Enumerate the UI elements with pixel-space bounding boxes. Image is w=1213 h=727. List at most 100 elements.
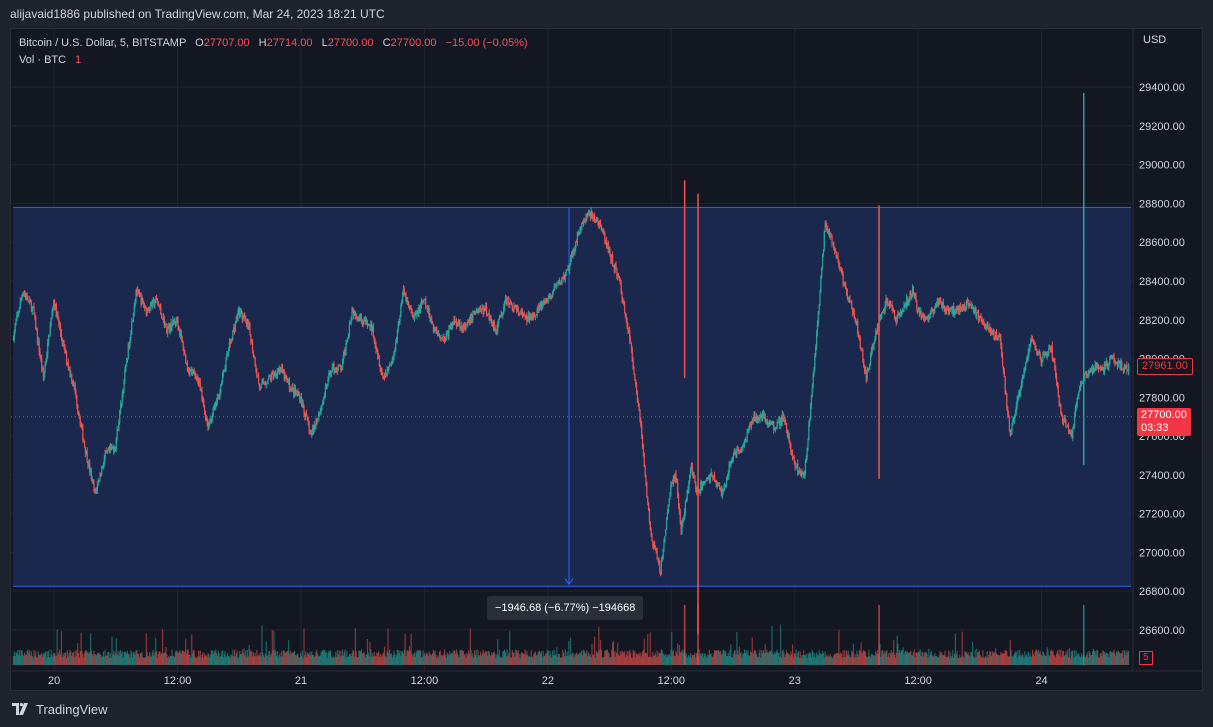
volume-bar	[1094, 650, 1096, 665]
candle-body	[584, 220, 586, 222]
volume-bar	[551, 657, 553, 665]
volume-bar	[545, 653, 548, 665]
volume-bar	[989, 651, 992, 665]
volume-bar	[979, 654, 981, 665]
candle-body	[295, 392, 297, 394]
candle-body	[207, 423, 209, 430]
volume-bar	[1010, 649, 1012, 665]
volume-bar	[49, 656, 51, 665]
volume-bar	[554, 655, 556, 665]
candle-body	[342, 354, 345, 361]
volume-bar	[1087, 657, 1089, 665]
candle-body	[110, 446, 112, 449]
volume-bar	[409, 650, 411, 665]
candle-body	[201, 389, 203, 399]
candle-body	[36, 330, 39, 342]
volume-bar	[16, 653, 18, 665]
candle-body	[303, 406, 305, 414]
candle-body	[1077, 395, 1079, 399]
candle-body	[875, 331, 878, 334]
candle-body	[179, 327, 181, 336]
volume-bar	[729, 650, 731, 665]
candle-body	[186, 363, 189, 371]
volume-bar	[1086, 652, 1089, 665]
volume-bar	[538, 650, 540, 665]
tradingview-logo[interactable]: TradingView	[12, 702, 108, 717]
volume-bar	[925, 651, 927, 665]
candle-body	[829, 235, 831, 237]
volume-bar	[415, 652, 417, 665]
volume-bar	[824, 651, 826, 665]
candle-body	[935, 303, 938, 305]
candle-body	[725, 480, 728, 485]
candle-body	[22, 293, 24, 296]
candle-body	[187, 370, 189, 372]
volume-bar	[586, 650, 588, 665]
volume-bar	[237, 658, 239, 665]
volume-bar	[923, 652, 926, 665]
candle-body	[265, 383, 267, 385]
volume-bar	[234, 656, 237, 665]
volume-bar	[929, 652, 932, 665]
volume-bar	[238, 656, 240, 665]
volume-bar	[124, 651, 126, 665]
volume-bar	[881, 650, 883, 665]
volume-bar	[130, 650, 132, 665]
last-price-tag: 27700.00 03:33	[1137, 407, 1191, 436]
volume-bar	[1002, 653, 1005, 665]
chart-pane[interactable]: USD 26600.00 26800.00 27000.00 27200.00 27400…	[10, 28, 1203, 691]
candle-body	[489, 315, 491, 320]
candle-body	[521, 311, 523, 313]
candle-body	[1007, 414, 1010, 417]
candle-body	[772, 421, 774, 423]
volume-bar	[247, 656, 249, 665]
candle-body	[46, 354, 48, 361]
candle-body	[402, 288, 405, 294]
volume-bar	[419, 649, 421, 665]
volume-bar	[891, 653, 893, 665]
volume-bar	[893, 640, 895, 665]
volume-bar	[524, 649, 526, 665]
candle-body	[377, 356, 380, 359]
candle-body	[140, 296, 142, 305]
candle-body	[359, 317, 361, 321]
volume-bar	[25, 655, 27, 665]
volume-bar	[363, 652, 365, 665]
volume-bar	[963, 657, 965, 665]
legend-volume-label[interactable]: Vol · BTC	[19, 54, 67, 66]
volume-bar	[620, 654, 622, 665]
volume-bar	[1022, 655, 1024, 665]
candle-body	[417, 311, 419, 317]
candle-body	[667, 505, 669, 512]
volume-bar	[602, 657, 604, 665]
candle-body	[82, 427, 84, 440]
volume-bar	[245, 650, 247, 665]
volume-bar	[725, 656, 728, 665]
candle-body	[232, 330, 234, 341]
volume-bar	[371, 656, 373, 665]
candle-body	[360, 315, 363, 321]
candle-body	[898, 314, 900, 316]
volume-bar	[996, 654, 999, 665]
candle-body	[461, 325, 463, 329]
volume-bar	[808, 654, 810, 665]
volume-bar	[871, 654, 873, 665]
candle-body	[912, 286, 915, 295]
time-axis-tick: 22	[542, 675, 554, 687]
candle-body	[504, 298, 507, 302]
volume-bar	[611, 642, 614, 665]
volume-bar	[71, 652, 74, 665]
volume-bar	[635, 653, 638, 665]
volume-bar	[244, 655, 246, 665]
price-chart[interactable]: USD26600.0026800.0027000.0027200.0027400…	[11, 29, 1202, 690]
volume-bar	[149, 656, 152, 665]
candle-body	[611, 255, 613, 261]
legend-symbol[interactable]: Bitcoin / U.S. Dollar, 5, BITSTAMP	[19, 37, 187, 49]
volume-bar	[403, 649, 405, 665]
volume-bar	[167, 657, 169, 665]
candle-body	[1059, 403, 1061, 405]
volume-bar	[882, 654, 885, 665]
volume-bar	[610, 657, 612, 665]
volume-bar	[1017, 649, 1019, 665]
candle-body	[966, 301, 969, 303]
